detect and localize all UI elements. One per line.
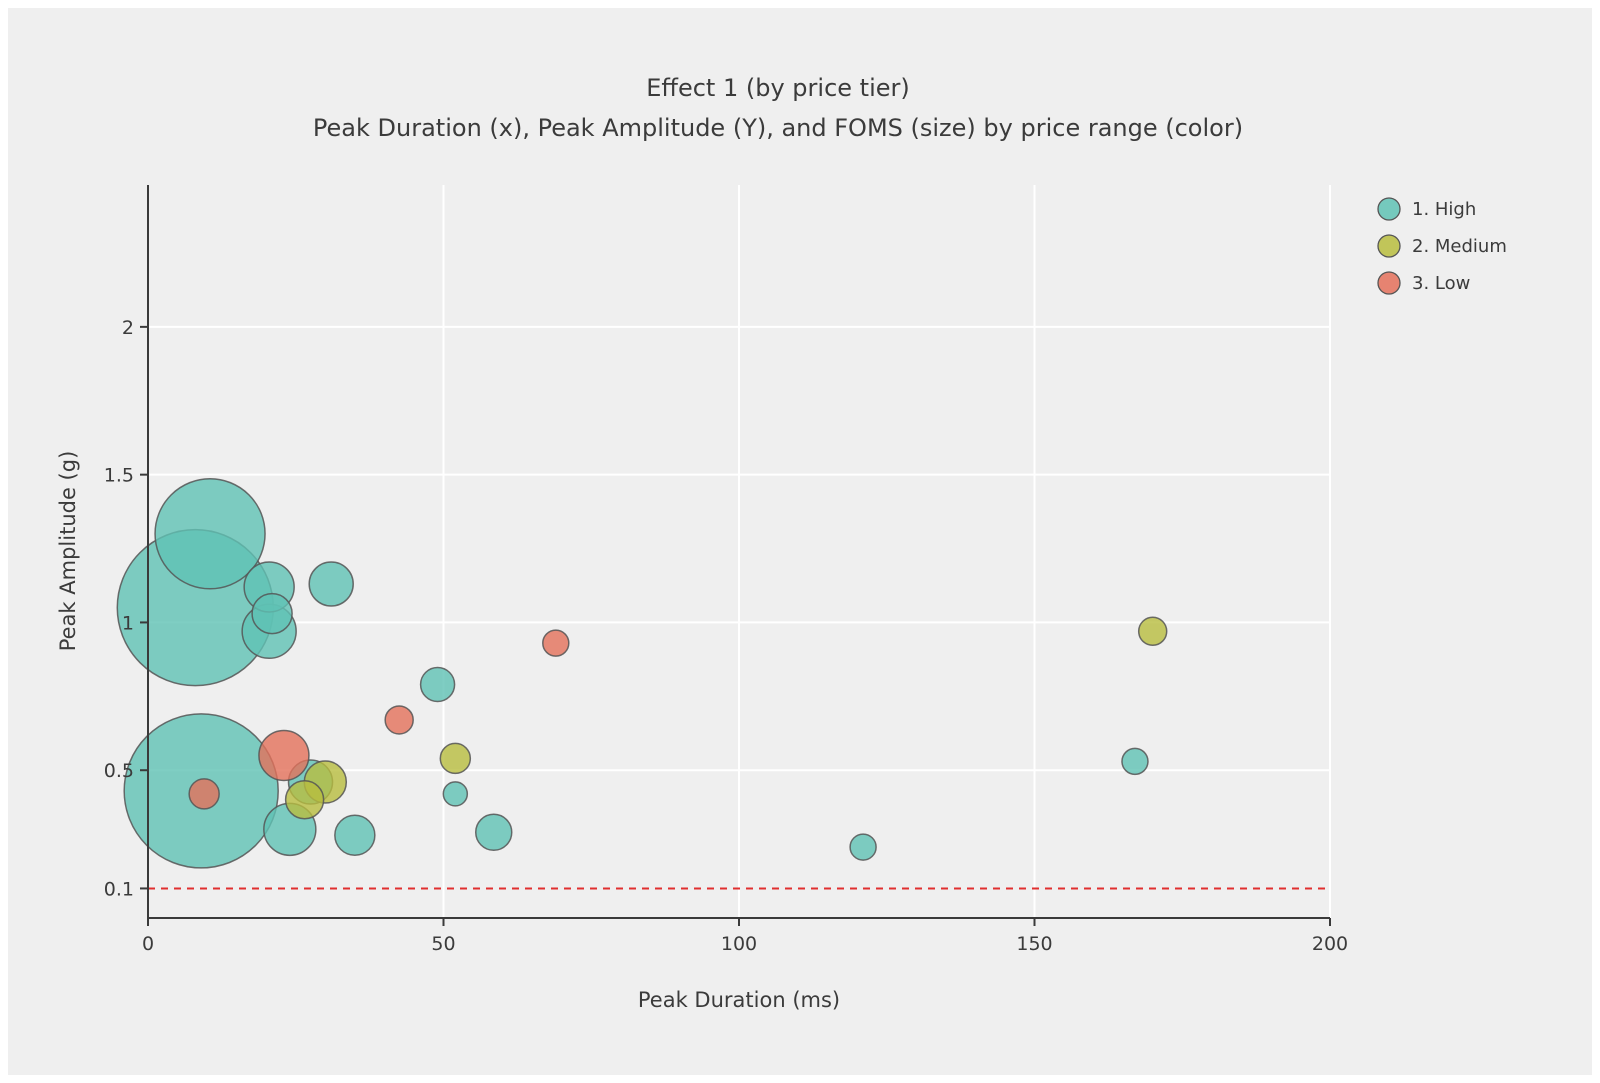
- legend-swatch-circle-icon: [1377, 197, 1401, 221]
- y-axis-label: Peak Amplitude (g): [56, 450, 80, 652]
- legend-swatch-circle-icon: [1377, 234, 1401, 258]
- y-tick-label: 2: [122, 317, 134, 339]
- bubble--high: [308, 561, 354, 607]
- bubble--low: [384, 705, 414, 735]
- bubble--high: [419, 666, 456, 703]
- bubble--medium: [284, 780, 325, 820]
- bubble--low: [542, 629, 570, 657]
- bubble--medium: [439, 742, 472, 775]
- bubble--high: [474, 813, 513, 852]
- legend-item-high: 1. High: [1376, 196, 1507, 222]
- bubble--high: [1121, 747, 1149, 776]
- bubble--high: [849, 833, 877, 861]
- chart-title: Effect 1 (by price tier): [646, 74, 910, 102]
- legend-item-low: 3. Low: [1376, 270, 1507, 296]
- bubble--low: [188, 778, 220, 810]
- legend-label: 1. High: [1412, 198, 1477, 220]
- y-tick-label: 0.1: [104, 878, 134, 900]
- x-tick-label: 50: [431, 933, 455, 955]
- bubble--high: [334, 814, 376, 856]
- bubble--high: [154, 478, 266, 590]
- legend-swatch-circle-icon: [1377, 271, 1401, 295]
- plot-canvas: 0 50 100 150 200 0.1 0.5 1 1.5 2: [104, 185, 1348, 955]
- x-tick-label: 0: [142, 933, 154, 955]
- bubble-chart-figure: 0 50 100 150 200 0.1 0.5 1 1.5 2 Effect 1 (by pri…: [8, 8, 1592, 1075]
- bubble--medium: [1137, 616, 1168, 647]
- legend-label: 2. Medium: [1412, 235, 1507, 257]
- y-tick-label: 1: [122, 612, 134, 634]
- chart-subtitle: Peak Duration (x), Peak Amplitude (Y), a…: [312, 114, 1244, 142]
- y-tick-label: 0.5: [104, 760, 134, 782]
- x-axis-label: Peak Duration (ms): [637, 988, 841, 1012]
- bubble--high: [442, 781, 469, 807]
- x-tick-label: 150: [1016, 933, 1052, 955]
- legend: 1. High 2. Medium 3. Low: [1376, 196, 1507, 296]
- bubble--low: [258, 729, 310, 782]
- legend-item-medium: 2. Medium: [1376, 233, 1507, 259]
- x-tick-label: 200: [1312, 933, 1348, 955]
- legend-label: 3. Low: [1412, 272, 1471, 294]
- bubble--high: [251, 592, 293, 635]
- chart-title-block: Effect 1 (by price tier) Peak Duration (…: [8, 68, 1548, 148]
- y-tick-label: 1.5: [104, 465, 134, 487]
- x-tick-label: 100: [721, 933, 757, 955]
